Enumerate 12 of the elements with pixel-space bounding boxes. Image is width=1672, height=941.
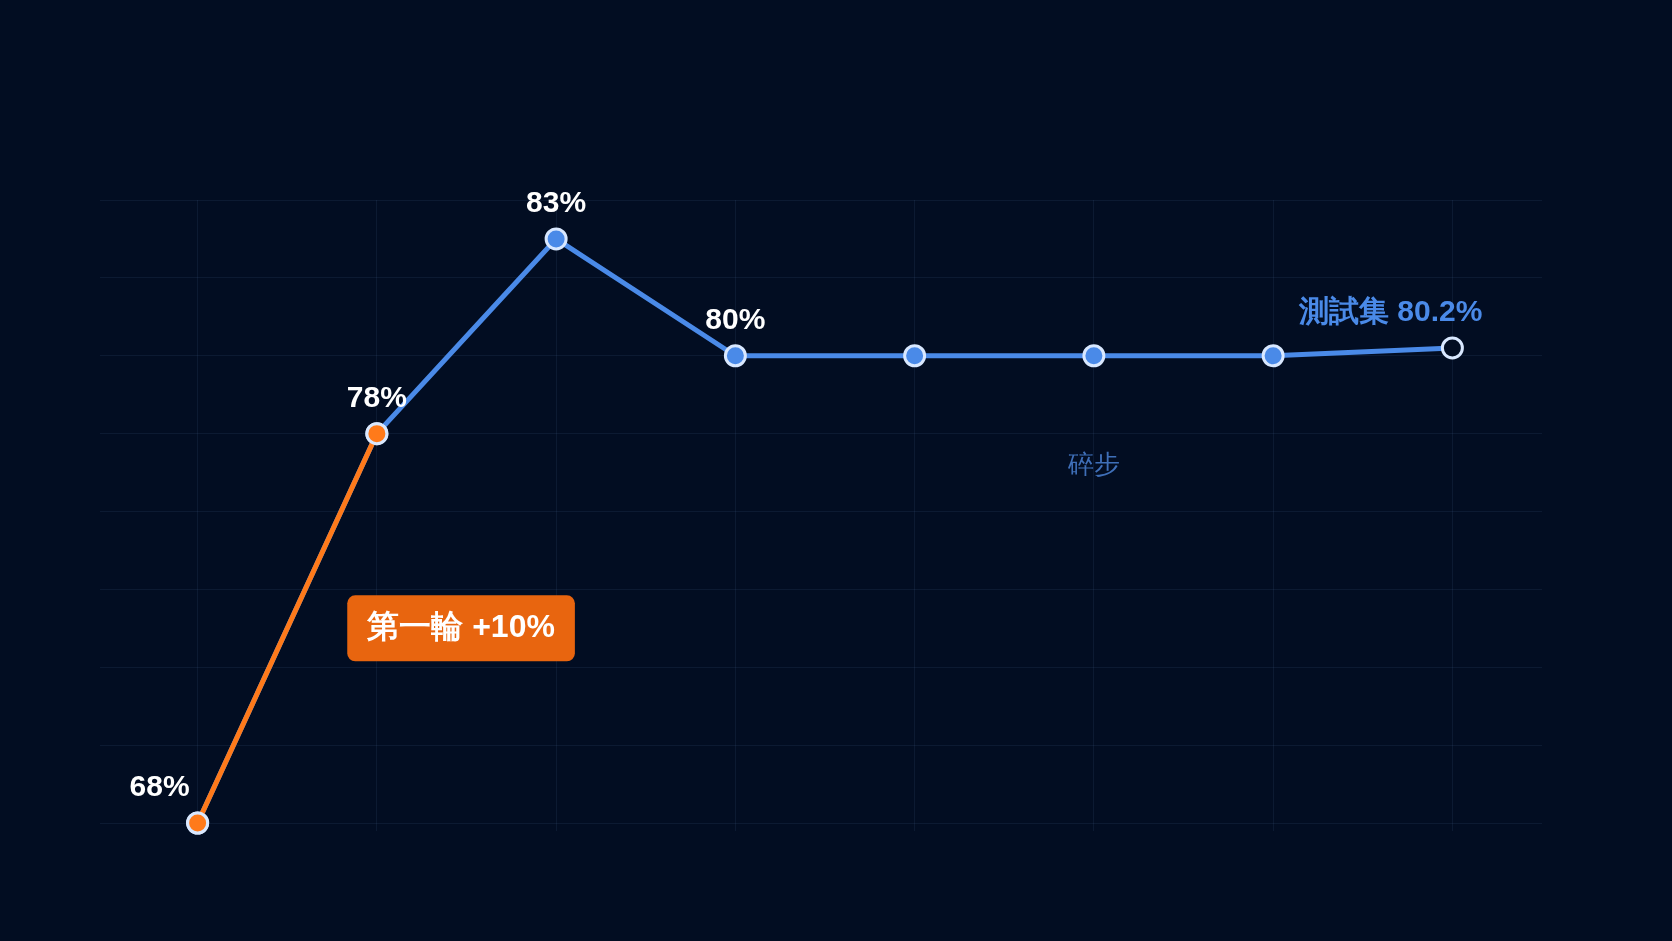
point [1261,344,1285,368]
point [1082,344,1106,368]
data-label: 68% [129,769,190,803]
data-label: 測試集 80.2% [1297,294,1483,328]
point [723,344,747,368]
data-label: 78% [346,379,407,413]
data-label: 83% [526,185,587,219]
point [903,344,927,368]
data-label: 80% [705,302,766,336]
annotation: 第一輪 +10% [366,608,555,645]
annotation: 碎步 [1066,448,1120,479]
point [544,227,568,251]
